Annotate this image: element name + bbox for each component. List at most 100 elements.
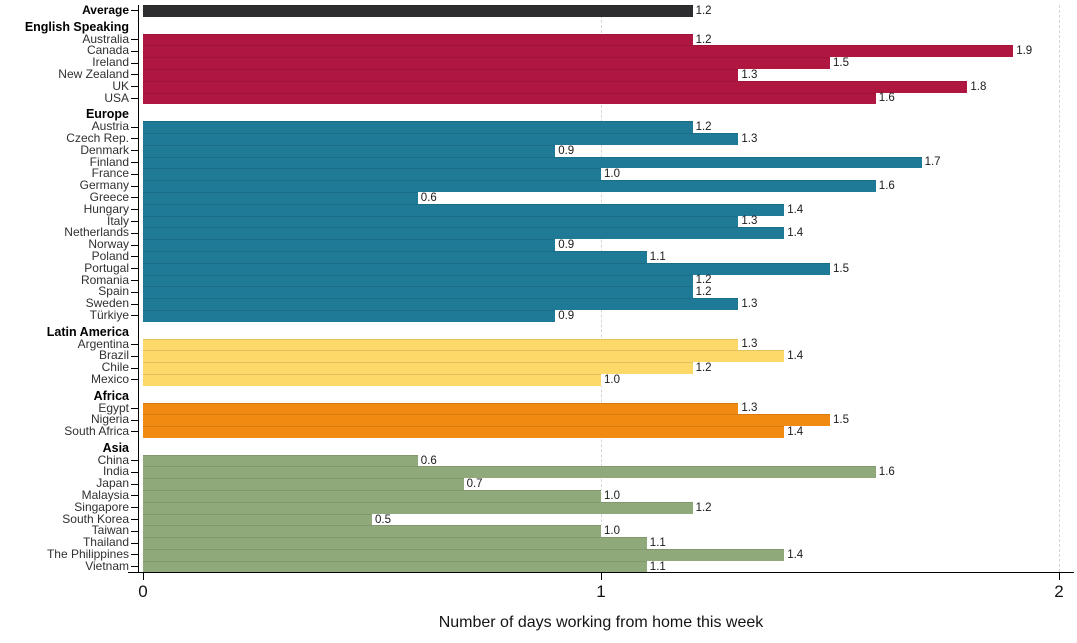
bar-row: Egypt 1.3 [0, 402, 1077, 415]
bar-zone: 1.2 [143, 274, 715, 286]
y-axis-tick [131, 232, 138, 234]
bar [143, 121, 693, 133]
bar [143, 560, 647, 573]
y-axis-tick [131, 220, 138, 222]
group-header-row: English Speaking [0, 21, 1077, 34]
bar [143, 490, 601, 502]
y-axis-tick [131, 460, 138, 462]
bar-zone: 1.2 [143, 34, 715, 46]
bar-row: South Korea 0.5 [0, 511, 1077, 526]
bar-zone: 1.3 [143, 132, 761, 145]
value-label: 1.4 [784, 350, 807, 362]
bar-row: Denmark 0.9 [0, 144, 1077, 157]
value-label: 1.9 [1013, 45, 1036, 57]
y-axis-tick [131, 50, 138, 52]
group-header-row: Latin America [0, 324, 1077, 339]
category-label: Sweden [85, 296, 129, 311]
category-label: Ireland [92, 55, 129, 70]
category-label: Germany [79, 178, 129, 193]
bar [143, 549, 785, 561]
bar-zone: 1.0 [143, 168, 623, 180]
bar-zone: 1.2 [143, 286, 715, 298]
bar-row: New Zealand 1.3 [0, 66, 1077, 81]
value-label: 1.8 [967, 81, 990, 93]
value-label: 1.3 [738, 215, 761, 227]
bar [143, 426, 785, 438]
y-axis-tick [131, 419, 138, 421]
bar [143, 80, 968, 93]
bar-row: Australia 1.2 [0, 31, 1077, 46]
group-header-label: Latin America [46, 324, 129, 339]
bar-row: Chile 1.2 [0, 361, 1077, 374]
y-axis-tick [131, 10, 138, 12]
category-label: Malaysia [81, 488, 129, 503]
y-axis-tick [131, 483, 138, 485]
value-label: 1.0 [601, 374, 623, 386]
bar [143, 454, 418, 467]
bar [143, 156, 922, 169]
value-label: 1.3 [738, 69, 761, 81]
bar [143, 262, 830, 275]
value-label: 1.4 [784, 227, 807, 239]
value-label: 1.6 [875, 180, 898, 192]
group-header-row: Asia [0, 440, 1077, 455]
y-axis-tick [131, 279, 138, 281]
category-label: Nigeria [90, 412, 129, 427]
bar [143, 362, 693, 374]
value-label: 1.0 [601, 525, 623, 537]
y-axis-tick [131, 355, 138, 357]
value-label: 1.2 [692, 286, 715, 298]
value-label: 0.5 [372, 514, 394, 526]
bar-row: UK 1.8 [0, 80, 1077, 93]
value-label: 1.3 [738, 402, 761, 414]
bar [143, 132, 739, 145]
bar-zone: 1.7 [143, 156, 944, 169]
category-label: Finland [89, 154, 129, 169]
category-label: Türkiye [89, 307, 129, 322]
category-label: Thailand [82, 535, 129, 550]
bar-zone: 1.1 [143, 537, 669, 549]
group-asia: Asia China 0.6 India 1.6 Japan 0.7 Malaysia 1.0 S… [0, 440, 1077, 573]
group-header-label: Asia [102, 440, 129, 455]
value-label: 1.0 [601, 168, 623, 180]
bar-zone: 1.5 [143, 263, 852, 275]
category-label: The Philippines [46, 547, 129, 562]
bar-zone: 1.0 [143, 374, 623, 386]
group-header-label: Europe [85, 107, 129, 122]
bar [143, 402, 739, 415]
bar [143, 168, 601, 181]
bar-zone: 0.9 [143, 239, 578, 251]
bar-zone: 1.0 [143, 490, 623, 502]
category-label: Norway [88, 237, 129, 252]
y-axis-tick [131, 315, 138, 317]
group-latin-america: Latin America Argentina 1.3 Brazil 1.4 Chile 1… [0, 324, 1077, 386]
y-axis-tick [131, 268, 138, 270]
bar [143, 373, 601, 386]
category-label: South Korea [62, 511, 129, 526]
category-label: Argentina [77, 336, 129, 351]
value-label: 0.7 [463, 478, 486, 490]
y-axis-tick [131, 197, 138, 199]
category-label: South Africa [64, 424, 129, 439]
bar-zone: 1.2 [143, 5, 715, 17]
category-label: Australia [82, 31, 129, 46]
category-label: Netherlands [64, 225, 129, 240]
bar-row: Norway 0.9 [0, 237, 1077, 252]
y-axis-tick [131, 86, 138, 88]
category-label: France [91, 166, 129, 181]
bar-row: Singapore 1.2 [0, 501, 1077, 514]
value-label: 1.5 [830, 263, 852, 275]
category-label: India [102, 464, 129, 479]
bar [143, 513, 372, 526]
bar [143, 215, 739, 228]
bar [143, 57, 830, 69]
bar-row: Mexico 1.0 [0, 373, 1077, 386]
bar-row: Hungary 1.4 [0, 203, 1077, 216]
value-label: 1.4 [784, 204, 807, 216]
value-label: 0.9 [555, 145, 578, 157]
y-axis-tick [131, 431, 138, 433]
y-axis-tick [131, 185, 138, 187]
category-label: New Zealand [58, 66, 129, 81]
bar-row: Czech Rep. 1.3 [0, 132, 1077, 145]
bar [143, 68, 739, 81]
